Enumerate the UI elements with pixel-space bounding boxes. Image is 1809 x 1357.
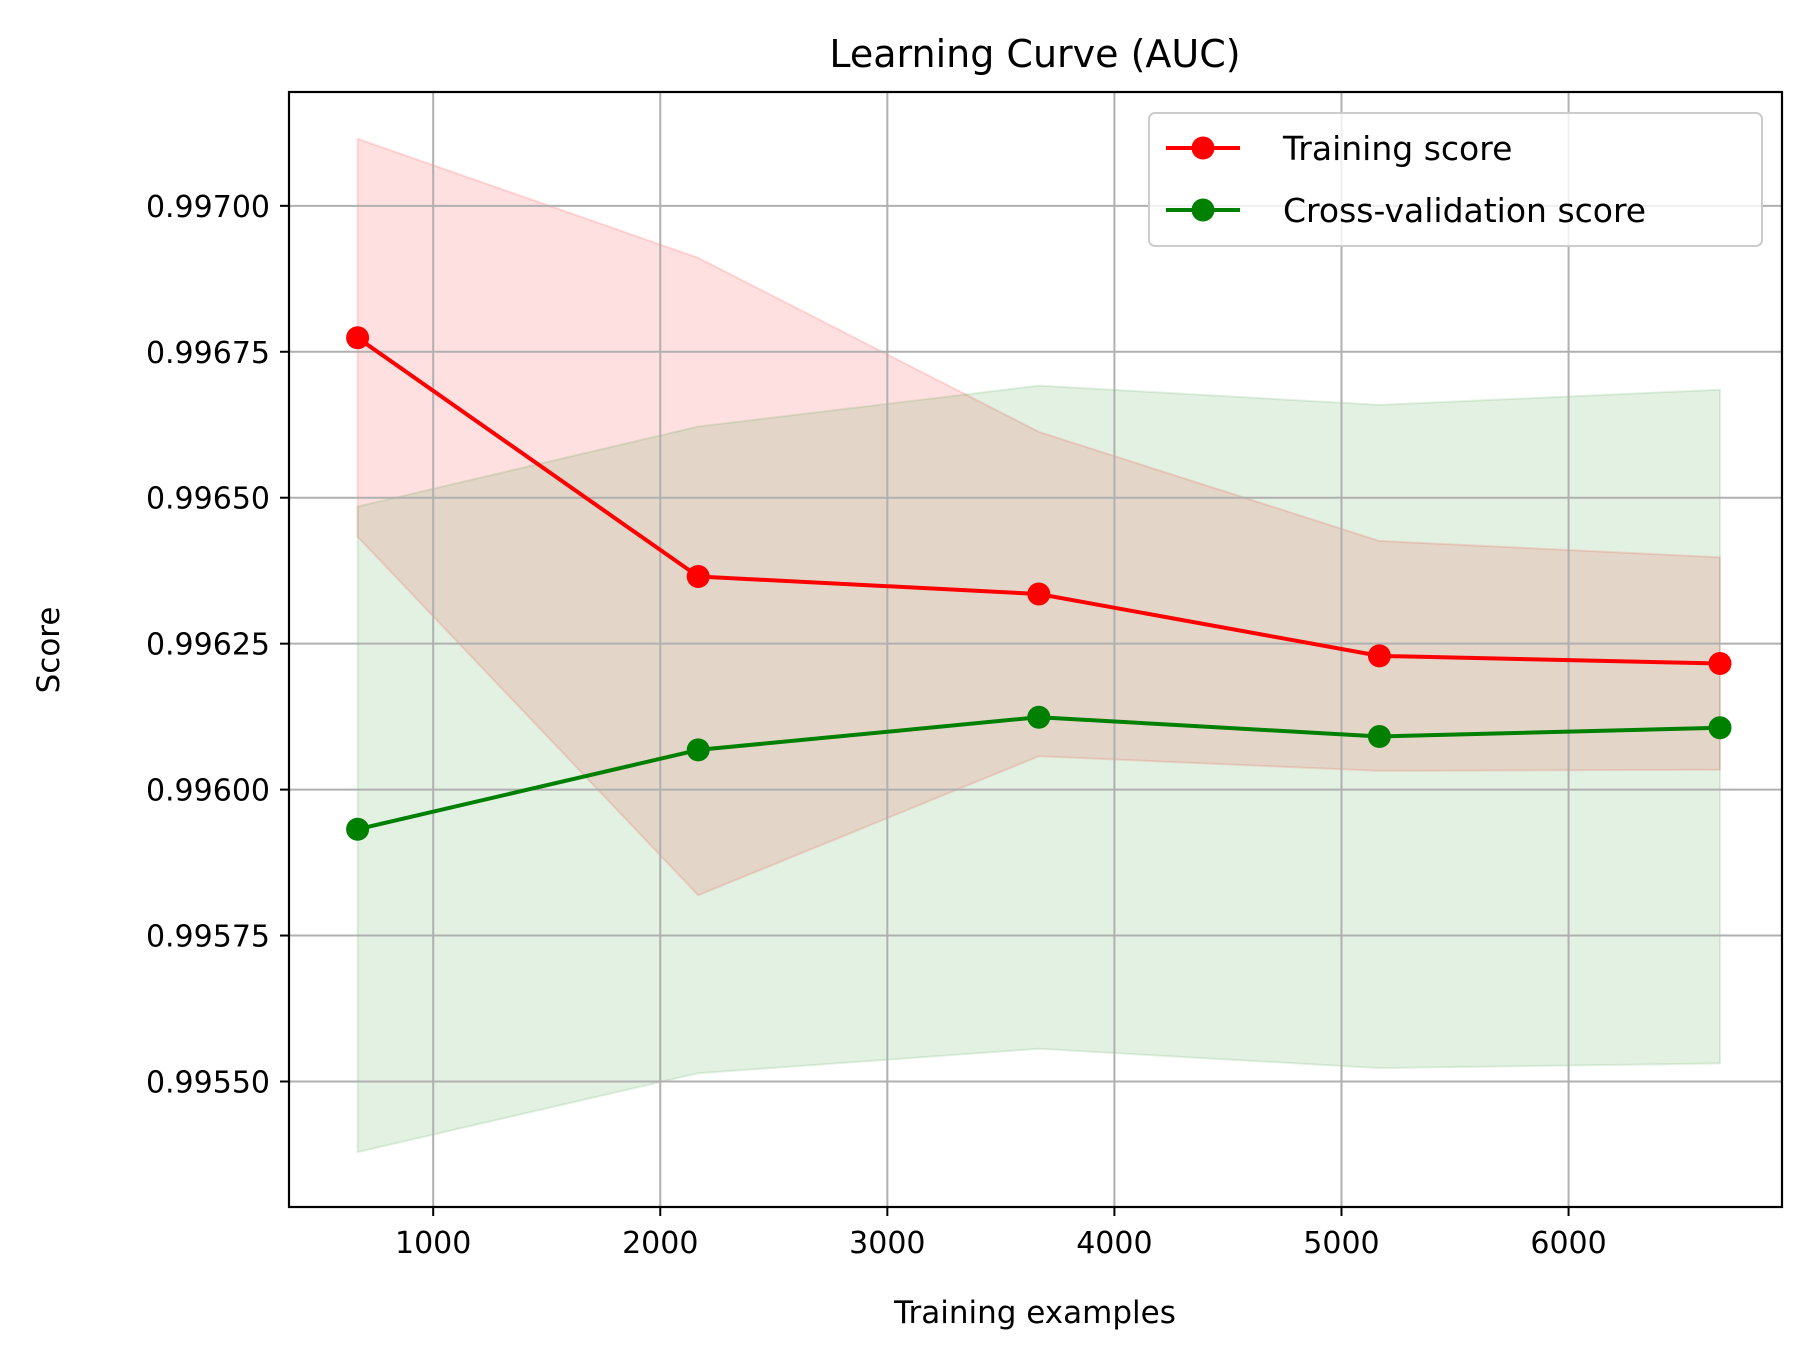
x-tick-label: 5000 [1303,1226,1379,1261]
training-score-point [1367,644,1391,668]
legend-training-label: Training score [1282,129,1512,168]
legend-training-marker [1191,136,1215,160]
training-score-point [1027,582,1051,606]
legend: Training score Cross-validation score [1148,112,1763,247]
axis-ticks: 1000 2000 3000 4000 5000 6000 0.99550 0.99575 0.… [146,190,1607,1261]
y-tick-label: 0.99600 [146,774,270,809]
x-tick-label: 1000 [395,1226,471,1261]
x-axis-label: Training examples [893,1295,1176,1331]
cross-validation-score-point [346,817,370,841]
series-markers [346,326,1732,841]
y-tick-label: 0.99550 [146,1065,270,1100]
cross-validation-score-point [1708,716,1732,740]
plot-frame [287,90,1784,1209]
x-tick-label: 6000 [1530,1226,1606,1261]
cross-validation-score-point [1027,705,1051,729]
x-tick-label: 2000 [622,1226,698,1261]
cross-validation-score-band [356,384,1721,1154]
x-tick-label: 4000 [1076,1226,1152,1261]
y-tick-label: 0.99650 [146,482,270,517]
training-score-point [1708,652,1732,675]
y-tick-label: 0.99625 [146,628,270,663]
training-score-point [686,565,710,588]
y-tick-label: 0.99675 [146,336,270,371]
legend-cv-marker [1191,198,1215,222]
training-score-point [346,326,370,350]
cross-validation-score-point [686,738,710,762]
chart-title: Learning Curve (AUC) [829,32,1240,76]
y-tick-label: 0.99700 [146,190,270,225]
cross-validation-score-point [1367,725,1391,748]
y-tick-label: 0.99575 [146,920,270,955]
legend-box [1148,112,1763,247]
y-axis-label: Score [31,607,67,694]
legend-cv-label: Cross-validation score [1283,191,1646,230]
x-tick-label: 3000 [849,1226,925,1261]
